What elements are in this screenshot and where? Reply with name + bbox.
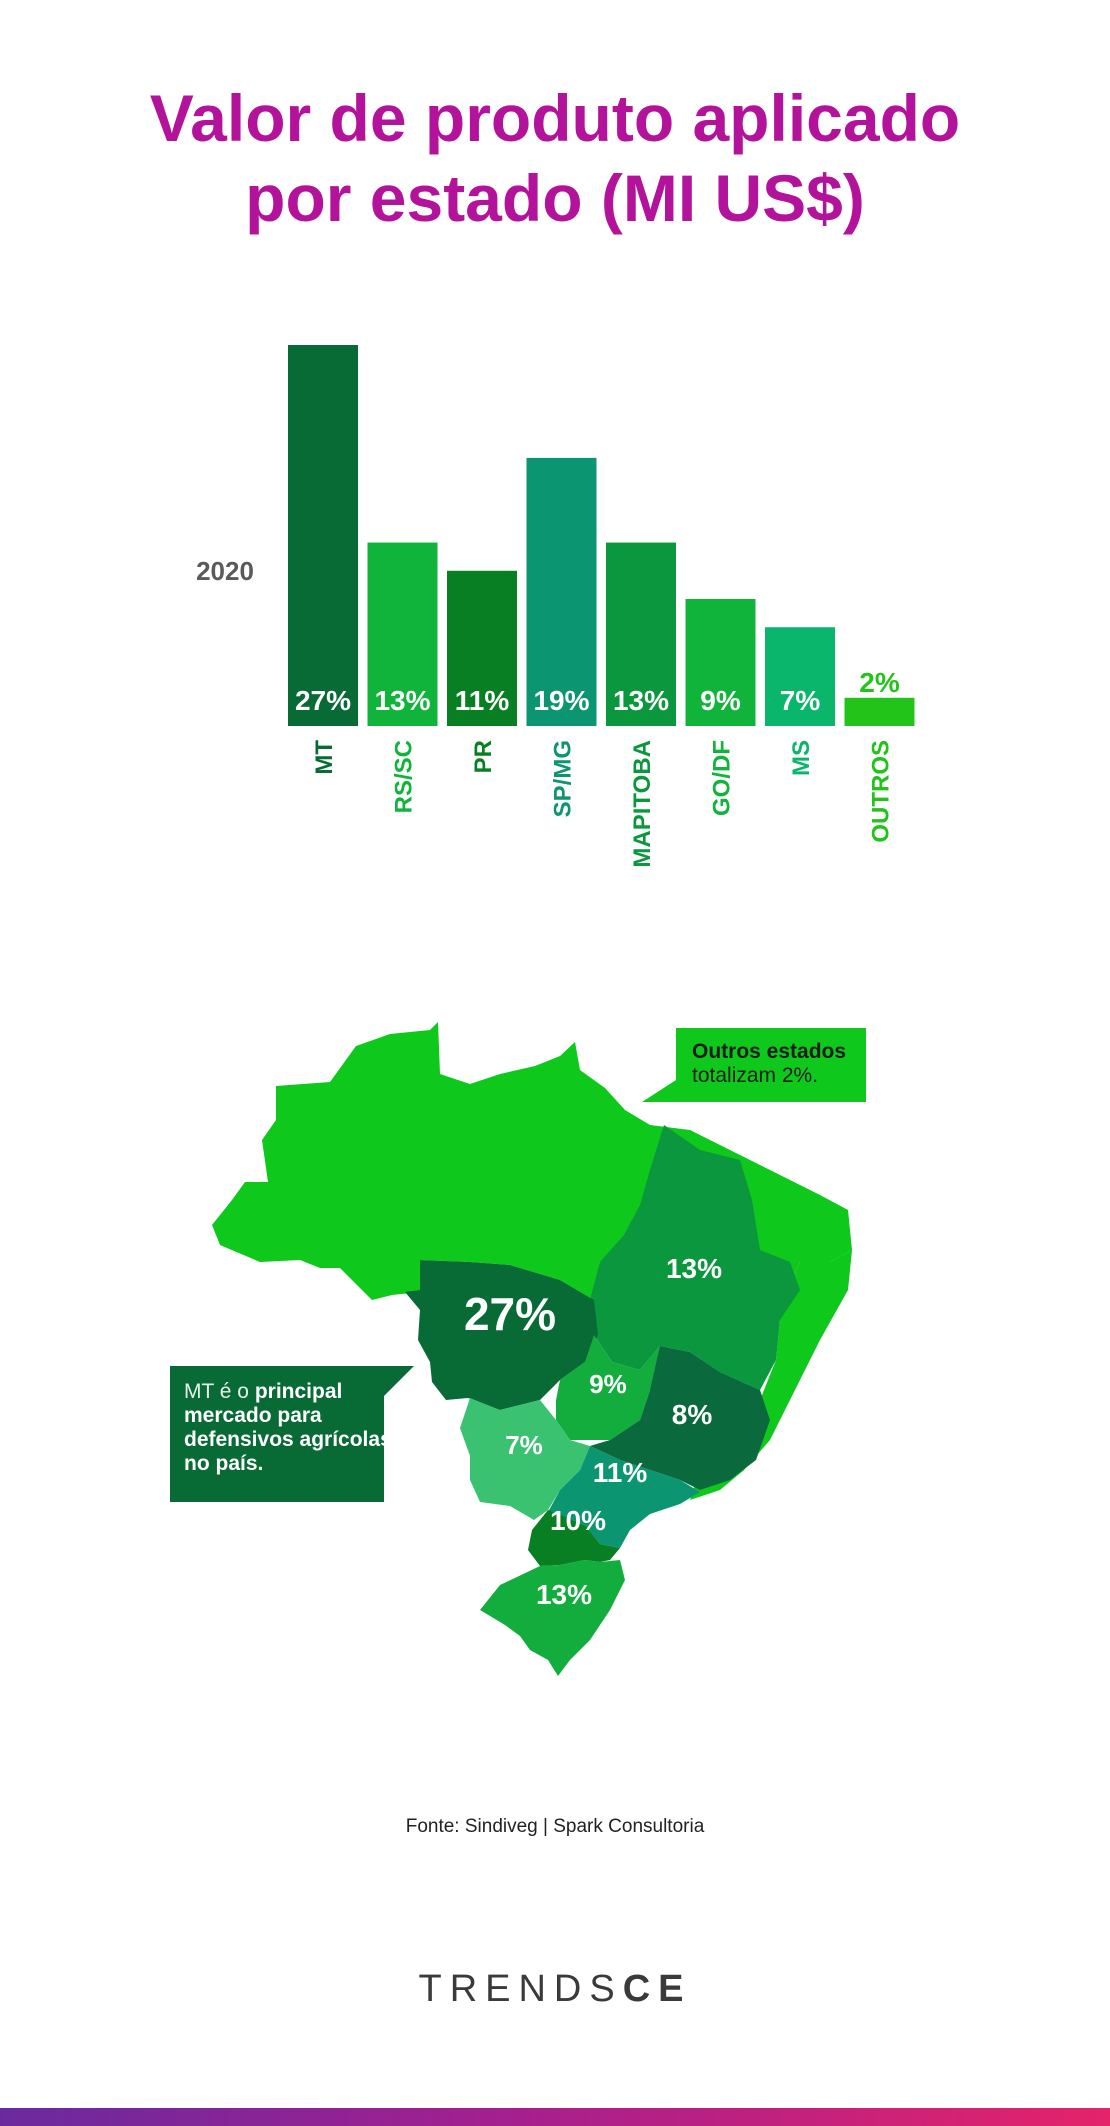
bar-rssc [367,542,438,726]
map-label-ms: 7% [505,1430,543,1460]
value-label: 7% [780,685,821,716]
value-label: 13% [613,685,669,716]
bar-mt [288,345,358,726]
category-label: MT [311,740,338,775]
map-label-mapitoba: 13% [666,1253,722,1284]
value-label: 19% [533,685,589,716]
bar-chart: 2020 27% MT 13% RS/SC 11% PR 19% SP/MG 13% MAPITOB… [196,345,915,868]
region-pr [528,1510,620,1566]
region-rs-sc [480,1560,625,1676]
region-sp [548,1446,700,1548]
value-label: 2% [859,667,900,698]
map-labels: 27% 13% 9% 8% 7% 11% 10% 13% [464,1253,722,1610]
page-title: Valor de produto aplicado por estado (MI… [0,78,1110,238]
callout-top-rest: totalizam 2%. [692,1064,819,1087]
title-line-1: Valor de produto aplicado [149,81,961,155]
category-label: MAPITOBA [629,740,656,868]
region-go-df [556,1335,676,1440]
region-mg [590,1346,770,1490]
callout-left-box [170,1366,414,1502]
bar-outros [844,697,915,726]
bar-spmg [526,457,597,726]
source-note: Fonte: Sindiveg | Spark Consultoria [405,1816,705,1837]
value-label: 13% [374,685,430,716]
callout-left-lite: MT é o [184,1380,249,1403]
map-label-rssc: 13% [536,1579,592,1610]
brand-logo: TRENDSCE [0,1968,1110,2011]
bar-godf [685,599,756,726]
bar-ms [765,627,835,726]
callout-top-bold: Outros estados [692,1040,847,1063]
brand-part-2: CE [622,1968,692,2010]
category-label: RS/SC [391,740,418,813]
category-label: MS [788,740,815,776]
bar-mapitoba [606,542,676,726]
category-label: OUTROS [868,740,895,843]
value-label: 27% [295,685,351,716]
map-label-pr: 10% [550,1505,606,1536]
footer-gradient-bar [0,2108,1110,2126]
map-label-mt: 27% [464,1288,556,1340]
brazil-map: 27% 13% 9% 8% 7% 11% 10% 13% [170,1022,866,1676]
callout-left-bold: principal mercado para defensivos agríco… [184,1380,392,1475]
category-label: SP/MG [550,740,577,817]
callout-left-text: MT é o principal mercado para defensivos… [184,1380,394,1476]
category-label: GO/DF [709,740,736,816]
title-line-2: por estado (MI US$) [245,161,865,235]
category-label: PR [470,740,497,773]
map-label-sp: 11% [593,1457,648,1488]
bar-pr [447,570,517,726]
map-label-godf: 9% [589,1369,627,1399]
year-label: 2020 [196,556,254,586]
region-ms [460,1398,590,1520]
map-label-mg: 8% [672,1399,713,1430]
value-label: 11% [455,685,510,716]
value-label: 9% [700,685,741,716]
brand-part-1: TRENDS [418,1968,623,2010]
callout-top-box [642,1028,866,1102]
callout-top-text: Outros estados totalizam 2%. [692,1040,846,1088]
region-mt [405,1260,598,1410]
brazil-east-coast [690,1250,852,1500]
region-mapitoba [590,1125,800,1390]
